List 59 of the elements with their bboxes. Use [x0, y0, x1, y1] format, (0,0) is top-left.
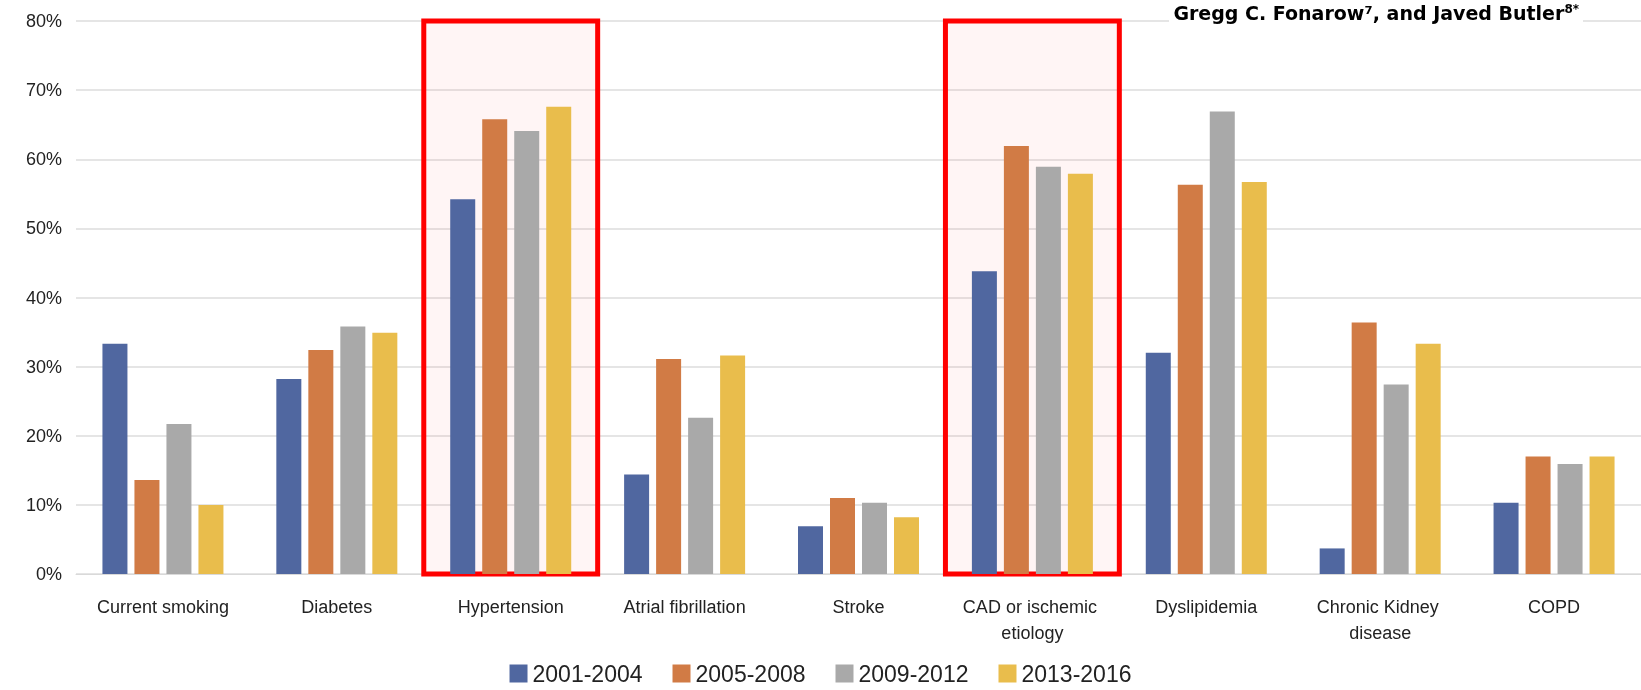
- bar: [1241, 182, 1267, 574]
- bar: [1493, 502, 1519, 574]
- bar: [514, 130, 540, 574]
- bar: [1415, 343, 1441, 574]
- bar: [134, 479, 160, 574]
- x-tick-label: Current smoking: [96, 597, 229, 617]
- bar: [482, 119, 508, 574]
- bar: [894, 517, 919, 574]
- legend-label: 2009-2012: [858, 660, 969, 687]
- bar: [1003, 146, 1029, 574]
- annotation: Gregg C. Fonarow⁷, and Javed Butler$^{8*}$: [1169, 2, 1583, 25]
- bar: [656, 359, 682, 574]
- x-tick-label: Chronic Kidney disease: [1316, 597, 1444, 643]
- bar: [971, 271, 997, 574]
- bar: [1209, 111, 1235, 574]
- bar: [862, 502, 887, 574]
- x-tick-label: COPD: [1528, 597, 1581, 617]
- y-tick-label: 50%: [25, 218, 62, 239]
- y-tick-label: 10%: [25, 494, 62, 515]
- bar: [1589, 456, 1615, 574]
- legend-label: 2001-2004: [532, 660, 643, 687]
- bar: [1177, 184, 1203, 574]
- bar: [624, 474, 650, 574]
- bar: [198, 504, 224, 574]
- legend-label: 2013-2016: [1021, 660, 1132, 687]
- bar: [1525, 456, 1551, 574]
- bar: [276, 379, 302, 574]
- bar: [450, 199, 476, 574]
- bar: [1319, 548, 1345, 574]
- y-tick-label: 40%: [25, 287, 62, 308]
- x-tick-label: Diabetes: [301, 597, 373, 617]
- bar: [340, 326, 366, 574]
- bar: [688, 417, 714, 574]
- bar: [546, 106, 572, 574]
- bar: [166, 424, 192, 574]
- x-tick-label: Hypertension: [457, 597, 564, 617]
- y-tick-label: 30%: [25, 356, 62, 377]
- y-tick-label: 70%: [25, 80, 62, 101]
- bar: [1035, 166, 1061, 574]
- y-tick-label: 80%: [25, 11, 62, 31]
- x-tick-label: CAD or ischemic etiology: [962, 597, 1102, 643]
- bar: [102, 343, 128, 574]
- bar: [798, 526, 823, 574]
- y-tick-label: 20%: [25, 425, 62, 446]
- bar: [1557, 464, 1583, 574]
- x-tick-label: Dyslipidemia: [1155, 597, 1259, 617]
- x-tick-label: Atrial fibrillation: [623, 597, 746, 617]
- bar: [830, 497, 855, 574]
- bar: [1383, 384, 1409, 574]
- legend-label: 2005-2008: [695, 660, 806, 687]
- y-tick-label: 60%: [25, 149, 62, 170]
- bar: [372, 332, 398, 574]
- bar: [1351, 322, 1377, 574]
- x-tick-label: Stroke: [832, 597, 885, 617]
- bar: [720, 355, 746, 574]
- bar: [308, 350, 334, 574]
- bar: [1067, 173, 1093, 574]
- y-tick-label: 0%: [35, 564, 62, 584]
- bar: [1145, 352, 1171, 574]
